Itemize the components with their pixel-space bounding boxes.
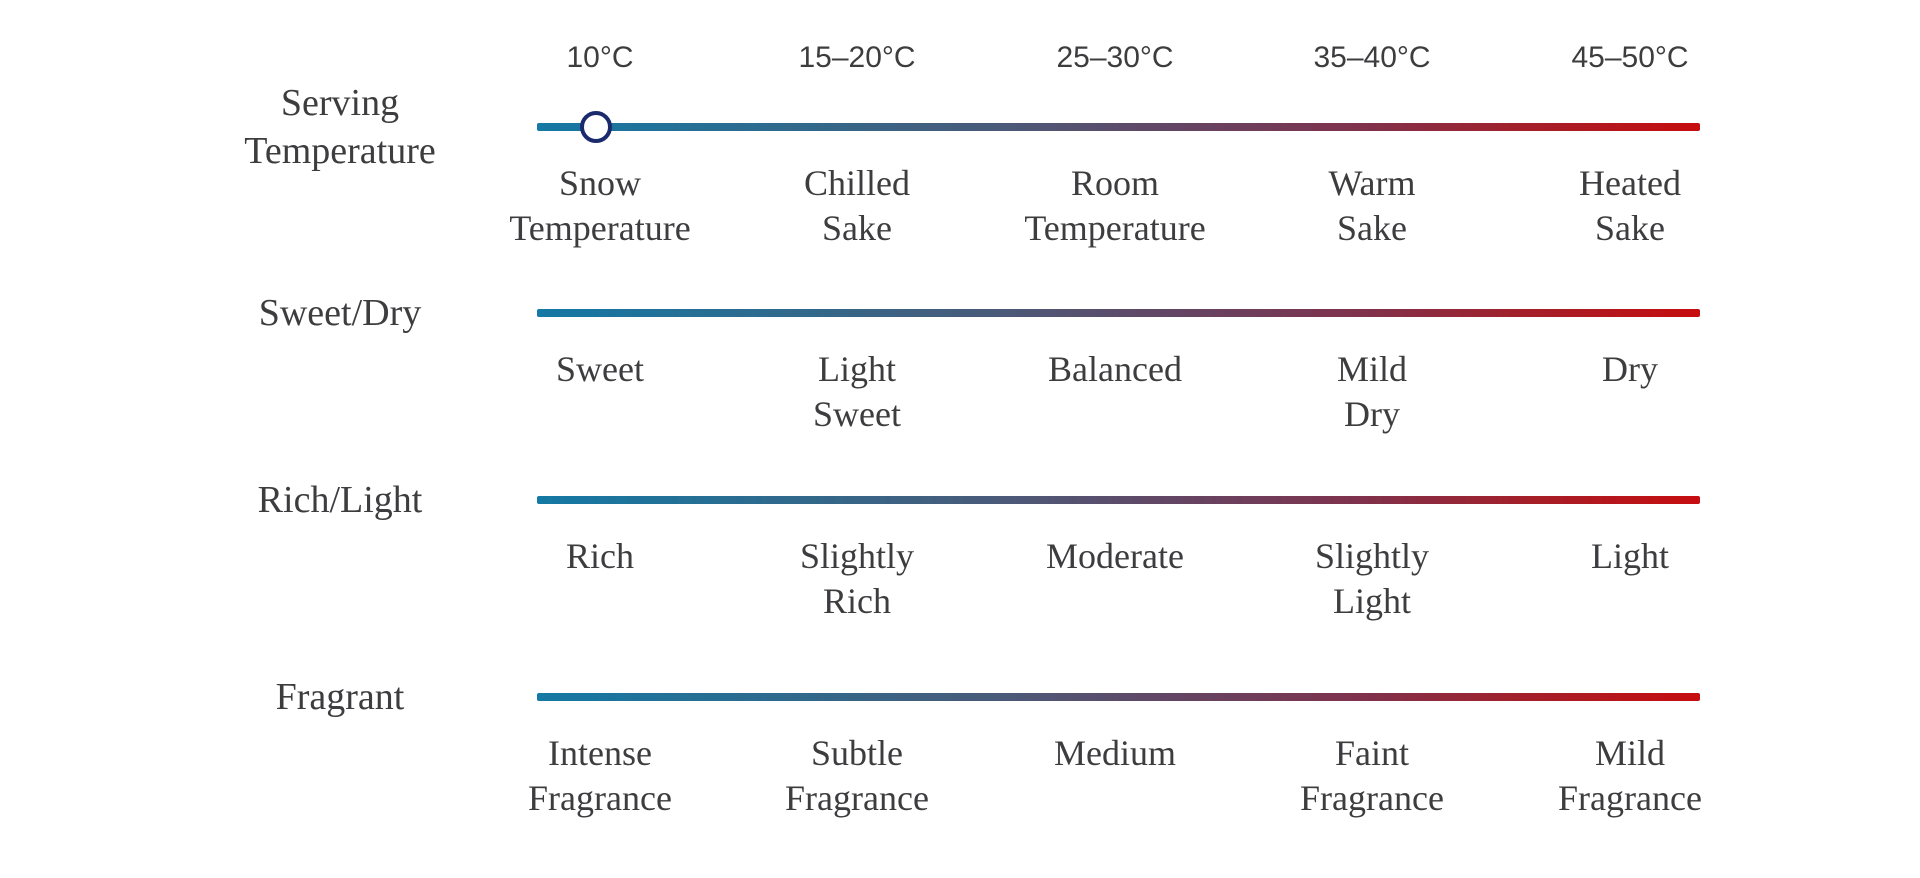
scale-title-fragrant: Fragrant — [275, 676, 405, 718]
scale-value-label: Mild Fragrance — [1558, 733, 1702, 818]
scale-value-label: Chilled Sake — [804, 163, 910, 248]
tick-label-15-20c: 15–20°C — [798, 41, 916, 74]
gradient-scale-bar — [537, 309, 1700, 317]
scale-value-label: Moderate — [1046, 536, 1184, 576]
scale-value-label: Subtle Fragrance — [785, 733, 929, 818]
scale-value-label: Sweet — [556, 349, 644, 389]
scale-value-label: Heated Sake — [1579, 163, 1681, 248]
scale-value-label: Warm Sake — [1328, 163, 1416, 248]
tick-label-45-50c: 45–50°C — [1571, 41, 1689, 74]
gradient-scale-bar — [537, 123, 1700, 131]
scale-value-label: Rich — [566, 536, 634, 576]
tick-label-25-30c: 25–30°C — [1056, 41, 1174, 74]
temperature-marker-dot — [580, 111, 612, 143]
scale-value-label: Light Sweet — [813, 349, 901, 434]
tick-label-10c: 10°C — [566, 41, 634, 74]
scale-value-label: Light — [1591, 536, 1669, 576]
scale-value-label: Mild Dry — [1336, 349, 1407, 434]
scale-value-label: Room Temperature — [1024, 163, 1206, 248]
gradient-scale-bar — [537, 496, 1700, 504]
scale-title-sweet-dry: Sweet/Dry — [258, 292, 422, 334]
scale-title-serving-temperature: Serving Temperature — [244, 82, 436, 172]
gradient-scale-bar — [537, 693, 1700, 701]
scale-value-label: Slightly Light — [1314, 536, 1430, 621]
scale-value-label: Dry — [1602, 349, 1658, 389]
tick-label-35-40c: 35–40°C — [1313, 41, 1431, 74]
scale-value-label: Intense Fragrance — [528, 733, 672, 818]
scale-title-rich-light: Rich/Light — [257, 479, 423, 521]
scale-value-label: Medium — [1054, 733, 1176, 773]
scale-value-label: Slightly Rich — [799, 536, 915, 621]
scale-value-label: Balanced — [1048, 349, 1182, 389]
scale-value-label: Snow Temperature — [509, 163, 691, 248]
scale-value-label: Faint Fragrance — [1300, 733, 1444, 818]
